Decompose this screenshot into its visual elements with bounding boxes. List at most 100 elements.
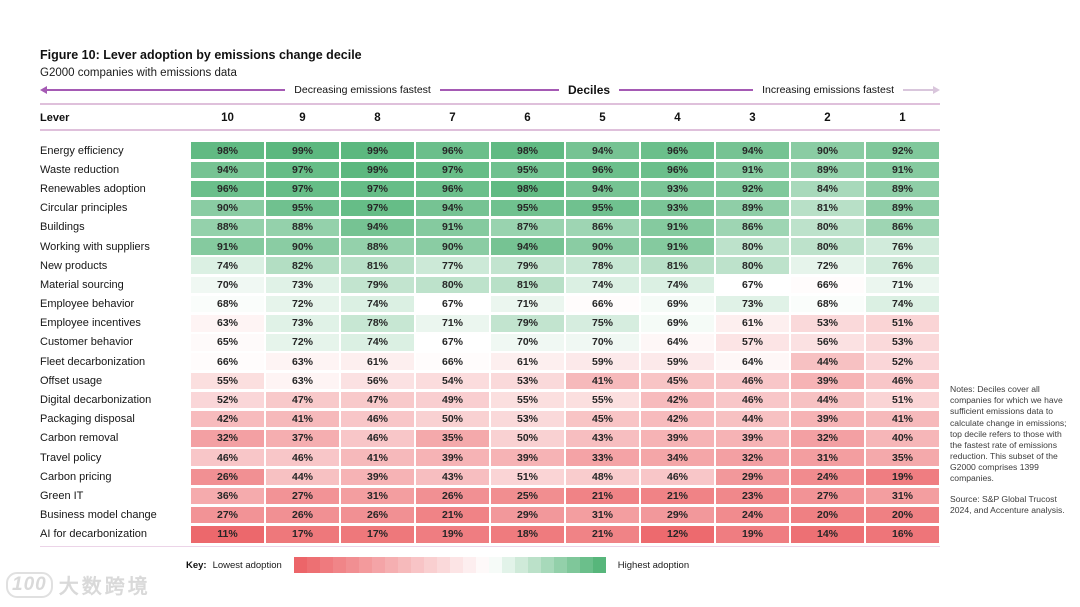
row-label: Energy efficiency [40,144,124,157]
heatmap-cell: 29% [716,468,789,486]
row-label: Digital decarbonization [40,394,152,407]
heatmap-cell: 81% [341,257,414,274]
heatmap-cell: 21% [566,487,639,505]
color-key: Key: Lowest adoption Highest adoption [186,557,689,573]
heatmap-cell: 52% [866,353,939,370]
heatmap-cell: 17% [341,526,414,543]
heatmap-cell: 70% [191,276,264,294]
row-label: Circular principles [40,202,128,215]
figure-subtitle: G2000 companies with emissions data [40,67,237,79]
heatmap-cell: 81% [791,199,864,217]
heatmap-cell: 59% [641,353,714,370]
heatmap-cell: 84% [791,180,864,198]
heatmap-cell: 54% [416,372,489,390]
heatmap-cell: 57% [716,334,789,351]
heatmap-cell: 55% [191,372,264,390]
heatmap-cell: 44% [266,468,339,486]
table-row: AI for decarbonization 11% 17% 17% 19% 18% 21%… [40,525,940,544]
heatmap-cell: 97% [341,199,414,217]
table-row: Digital decarbonization 52% 47% 47% 49% 55% 55… [40,390,940,409]
heatmap-cell: 11% [191,526,264,543]
key-swatch [436,557,450,573]
key-gradient [293,557,606,573]
axis-line-mid-right [619,89,754,91]
decile-header: 4 [674,111,681,124]
heatmap-cell: 87% [491,219,564,236]
heatmap-cell: 20% [866,506,939,524]
heatmap-cell: 80% [416,276,489,294]
key-swatch [566,557,580,573]
row-label: Buildings [40,221,85,234]
heatmap-cell: 98% [491,180,564,198]
heatmap-cell: 90% [266,238,339,255]
heatmap-cell: 56% [341,372,414,390]
heatmap-cell: 42% [641,410,714,428]
heatmap-cell: 51% [866,315,939,332]
notes-text: Notes: Deciles cover all companies for w… [950,384,1067,484]
heatmap-cell: 79% [341,276,414,294]
heatmap-cell: 49% [416,391,489,409]
heatmap-cell: 70% [566,334,639,351]
heatmap-cell: 66% [416,353,489,370]
heatmap-cell: 39% [341,468,414,486]
heatmap-cell: 90% [791,142,864,159]
heatmap-cell: 90% [191,199,264,217]
key-swatch [462,557,476,573]
heatmap-cell: 32% [191,430,264,447]
heatmap-cell: 78% [566,257,639,274]
heatmap-cell: 53% [491,372,564,390]
heatmap-cell: 94% [341,219,414,236]
heatmap-cell: 14% [791,526,864,543]
heatmap-cell: 76% [866,238,939,255]
heatmap-cell: 35% [416,430,489,447]
key-swatch [579,557,593,573]
heatmap-cell: 21% [641,487,714,505]
heatmap-cell: 44% [791,353,864,370]
heatmap-cell: 35% [866,449,939,466]
heatmap-cell: 61% [341,353,414,370]
heatmap-cell: 80% [716,257,789,274]
table-row: Travel policy 46% 46% 41% 39% 39% 33% 34% 32% 31%… [40,448,940,467]
table-row: Buildings 88% 88% 94% 91% 87% 86% 91% 86% 80% 86% [40,218,940,237]
heatmap-cell: 20% [791,506,864,524]
heatmap-cell: 67% [716,276,789,294]
notes-panel: Notes: Deciles cover all companies for w… [950,384,1068,516]
table-row: Offset usage 55% 63% 56% 54% 53% 41% 45% 46% 39% 4… [40,371,940,390]
table-row: Waste reduction 94% 97% 99% 97% 95% 96% 96% 91% 8… [40,160,940,179]
increasing-emissions-label: Increasing emissions fastest [762,84,894,96]
table-row: Employee behavior 68% 72% 74% 67% 71% 66% 69% 73… [40,295,940,314]
row-label: Carbon removal [40,432,119,445]
heatmap-cell: 88% [341,238,414,255]
heatmap-cell: 74% [866,295,939,313]
key-swatch [553,557,567,573]
heatmap-cell: 43% [566,430,639,447]
table-rule-bottom [40,546,940,547]
heatmap-cell: 95% [491,161,564,179]
heatmap-cell: 27% [266,487,339,505]
heatmap-cell: 31% [341,487,414,505]
decreasing-emissions-label: Decreasing emissions fastest [294,84,431,96]
heatmap-cell: 44% [791,391,864,409]
key-swatch [423,557,437,573]
decile-header: 2 [824,111,831,124]
heatmap-cell: 41% [266,410,339,428]
heatmap-cell: 56% [791,334,864,351]
heatmap-cell: 89% [866,180,939,198]
heatmap-cell: 24% [716,506,789,524]
decile-header: 8 [374,111,381,124]
heatmap-cell: 40% [866,430,939,447]
heatmap-cell: 73% [266,315,339,332]
row-label: Employee behavior [40,298,135,311]
decile-header: 1 [899,111,906,124]
table-row: Green IT 36% 27% 31% 26% 25% 21% 21% 23% 27% 31% [40,486,940,505]
heatmap-cell: 42% [191,410,264,428]
heatmap-cell: 33% [566,449,639,466]
decile-header: 10 [221,111,234,124]
heatmap-cell: 46% [641,468,714,486]
row-label: New products [40,259,108,272]
heatmap-cell: 91% [641,219,714,236]
heatmap-cell: 73% [716,295,789,313]
heatmap-cell: 27% [191,506,264,524]
heatmap-cell: 53% [866,334,939,351]
row-label: Travel policy [40,451,102,464]
